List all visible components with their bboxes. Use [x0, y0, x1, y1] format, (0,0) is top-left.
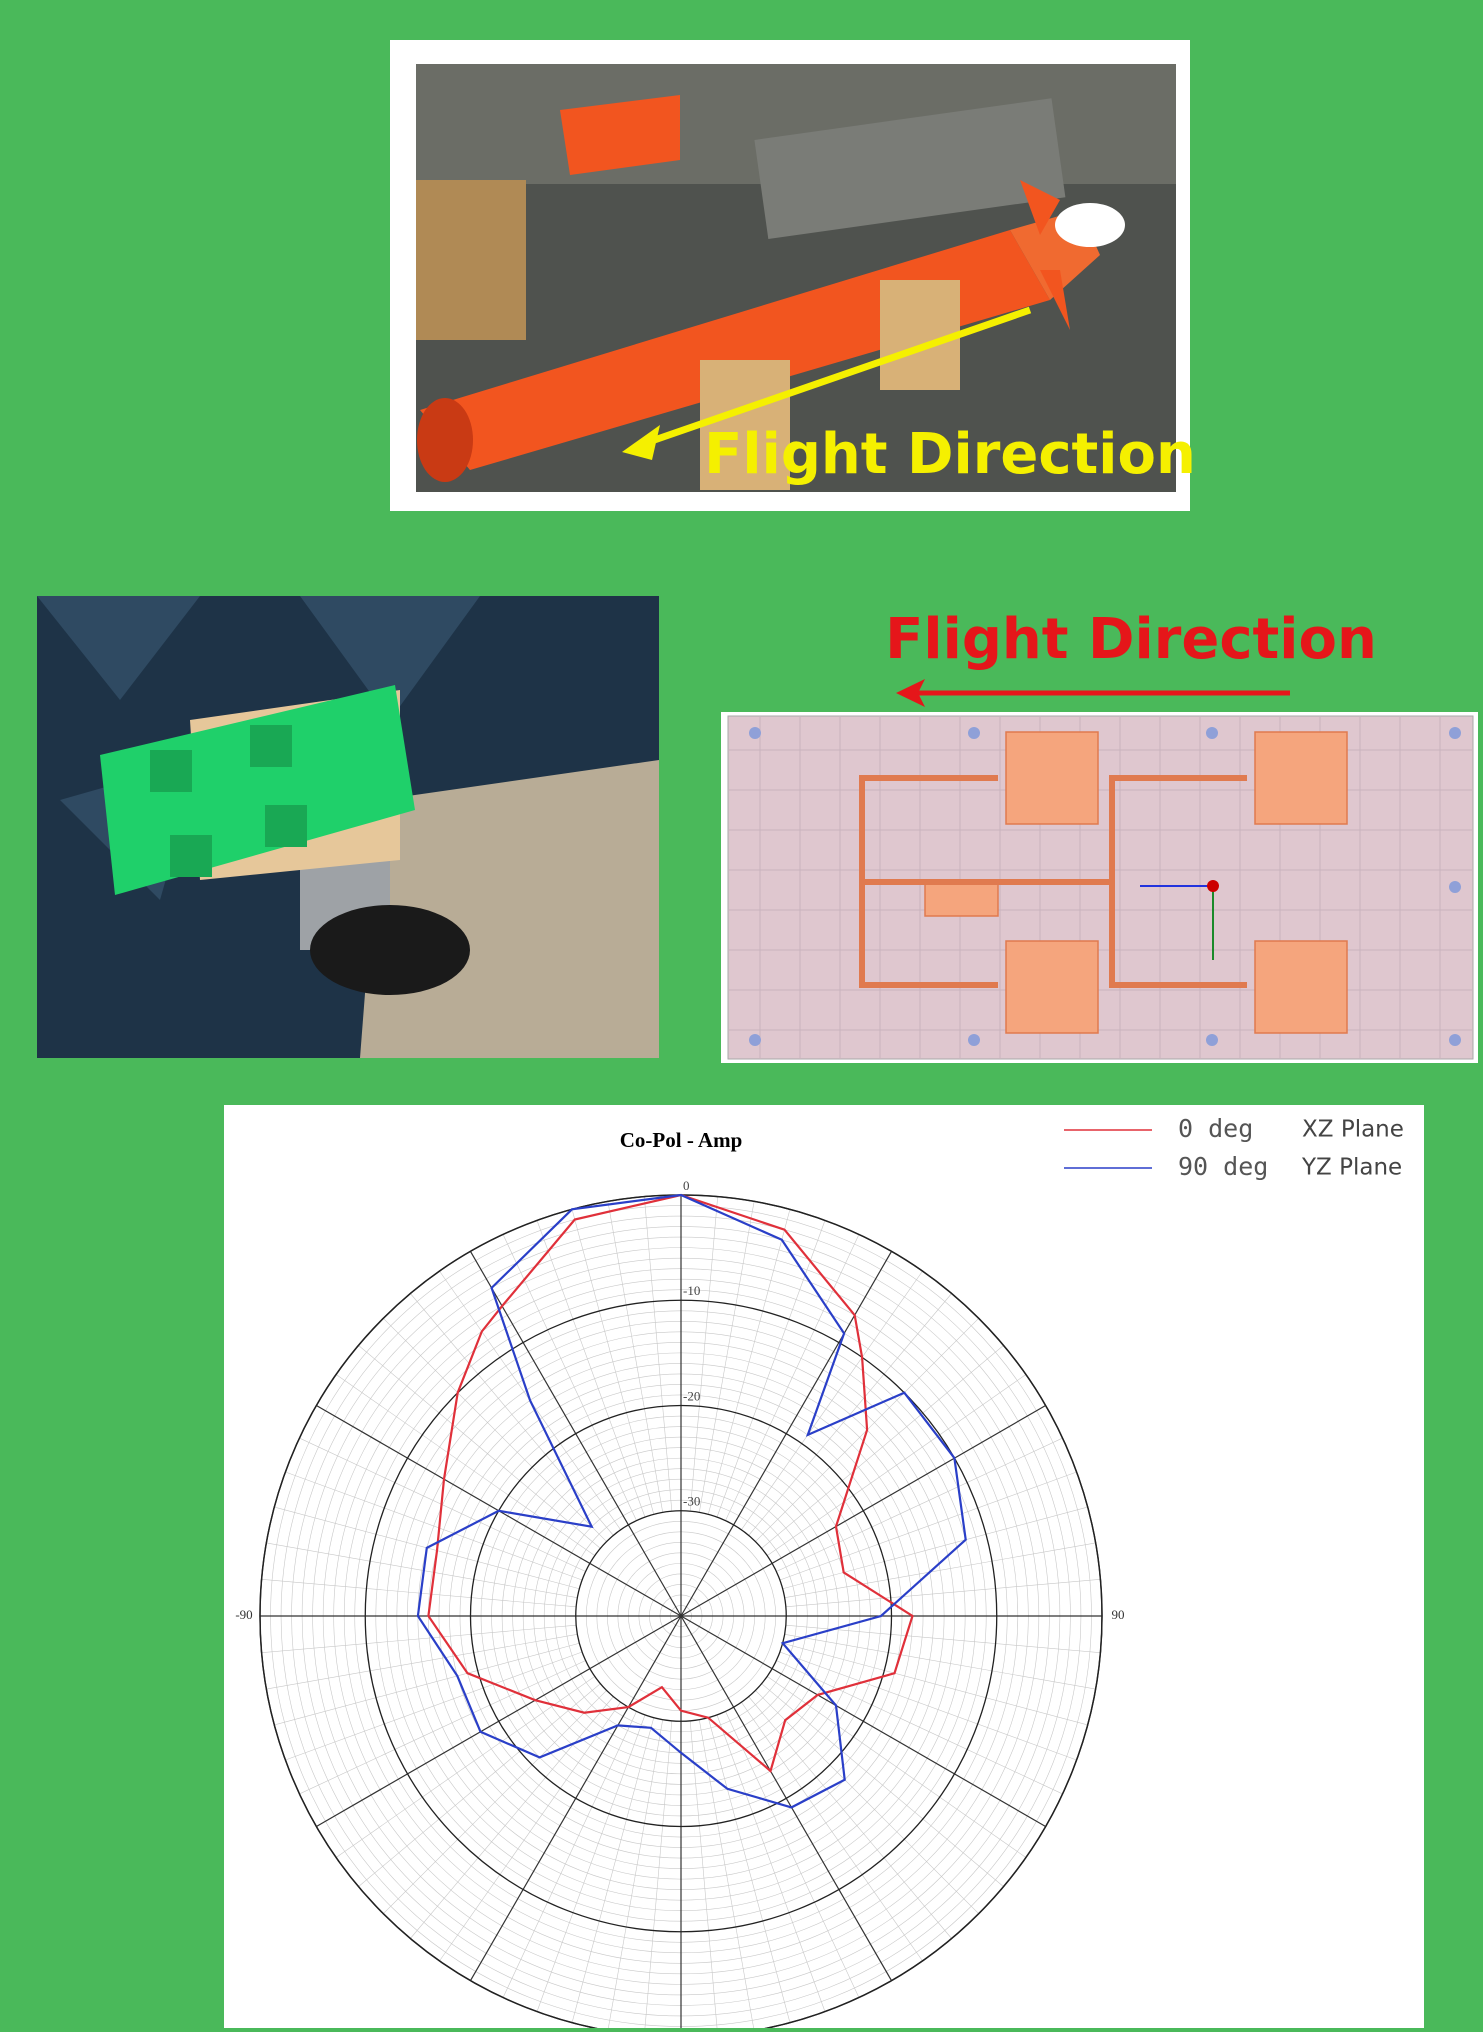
- legend-plane: YZ Plane: [1301, 1155, 1402, 1181]
- legend-plane: XZ Plane: [1302, 1117, 1404, 1143]
- antenna-photo: [37, 596, 659, 1058]
- page: {"photo_label": "Flight Direction", "lay…: [0, 0, 1483, 2028]
- photo-label: Flight Direction: [704, 422, 1196, 487]
- angle-tick-label: -90: [235, 1607, 252, 1622]
- chart-title: Co-Pol - Amp: [620, 1128, 743, 1152]
- missile-photo: Flight Direction: [390, 40, 1196, 511]
- r-tick-label: -20: [683, 1388, 700, 1403]
- r-tick-label: -10: [683, 1283, 700, 1298]
- r-tick-label: 0: [683, 1178, 690, 1193]
- legend-label: 0 deg: [1178, 1114, 1253, 1143]
- layout-label: Flight Direction: [885, 607, 1377, 672]
- figure: Flight Direction Flight Direction: [0, 0, 1483, 2028]
- r-tick-label: -30: [683, 1494, 700, 1509]
- legend-label: 90 deg: [1178, 1152, 1268, 1181]
- antenna-layout: [721, 712, 1478, 1063]
- angle-tick-label: 90: [1112, 1607, 1125, 1622]
